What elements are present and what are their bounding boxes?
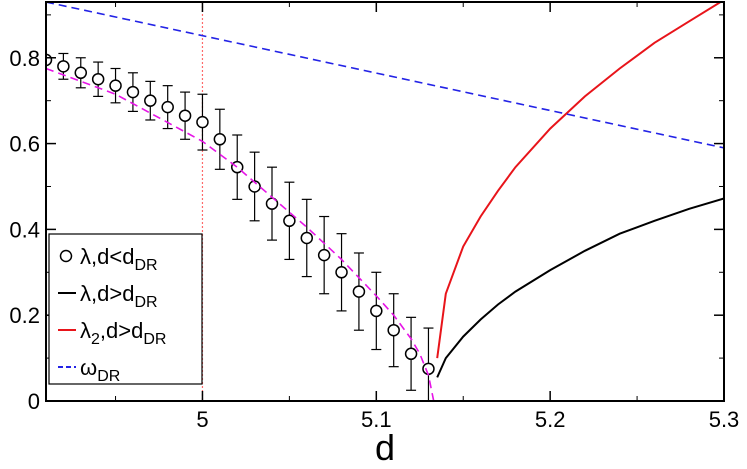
series-line-2 — [436, 2, 723, 359]
legend-marker-circle — [59, 249, 73, 263]
y-tick-label: 0.6 — [9, 132, 40, 157]
data-point — [57, 60, 70, 73]
legend-label: λ2,d>dDR — [80, 318, 166, 348]
x-tick-label: 5.2 — [535, 407, 566, 432]
legend-label-subscript: DR — [143, 331, 166, 348]
data-point — [178, 109, 192, 122]
data-point — [196, 115, 209, 129]
data-point — [74, 66, 88, 80]
plot-layer — [46, 2, 724, 401]
legend-label-subscript: 2 — [91, 331, 100, 348]
x-tick-label: 5 — [196, 407, 208, 432]
plot-frame — [45, 1, 725, 402]
data-point — [161, 100, 174, 114]
legend-label-text: λ,d>d — [80, 281, 134, 306]
data-point — [317, 248, 331, 262]
series-line-3 — [46, 2, 724, 149]
y-tick-label: 0.8 — [9, 46, 40, 71]
data-point — [335, 266, 348, 279]
legend-label-subscript: DR — [134, 294, 157, 311]
plot-area — [46, 2, 724, 401]
legend-box — [48, 233, 203, 385]
data-point — [370, 304, 383, 318]
data-point — [404, 347, 418, 361]
data-point — [422, 362, 435, 376]
data-point — [352, 285, 366, 298]
legend-label-text: ω — [80, 355, 97, 380]
legend-label-text: ,d>d — [100, 318, 143, 343]
y-tick-label: 0.4 — [9, 217, 40, 242]
legend-label: λ,d>dDR — [80, 281, 158, 311]
data-point — [91, 72, 105, 86]
data-point — [144, 94, 157, 107]
legend-label: λ,d<dDR — [80, 244, 158, 274]
x-tick-label: 5.1 — [361, 407, 392, 432]
legend-label-subscript: DR — [134, 257, 157, 274]
legend-label-text: λ — [80, 318, 91, 343]
series-line-4 — [46, 67, 435, 401]
legend-label: ωDR — [80, 355, 120, 385]
x-axis-label: d — [375, 427, 395, 464]
data-point — [300, 231, 314, 245]
series-line-1 — [436, 197, 724, 378]
x-tick-label: 5.3 — [709, 407, 740, 432]
data-point — [109, 79, 122, 92]
data-point — [213, 133, 227, 146]
y-tick-label: 0.2 — [9, 303, 40, 328]
data-point — [283, 214, 296, 228]
axis-ticks: 5 5.1 5.2 5.3 0 0.2 0.4 0.6 0.8 — [9, 2, 739, 432]
data-point — [248, 180, 261, 193]
legend-label-subscript: DR — [97, 368, 120, 385]
data-point — [387, 323, 400, 337]
data-point — [126, 85, 140, 99]
legend-label-text: λ,d<d — [80, 244, 134, 269]
y-tick-label: 0 — [28, 389, 40, 414]
